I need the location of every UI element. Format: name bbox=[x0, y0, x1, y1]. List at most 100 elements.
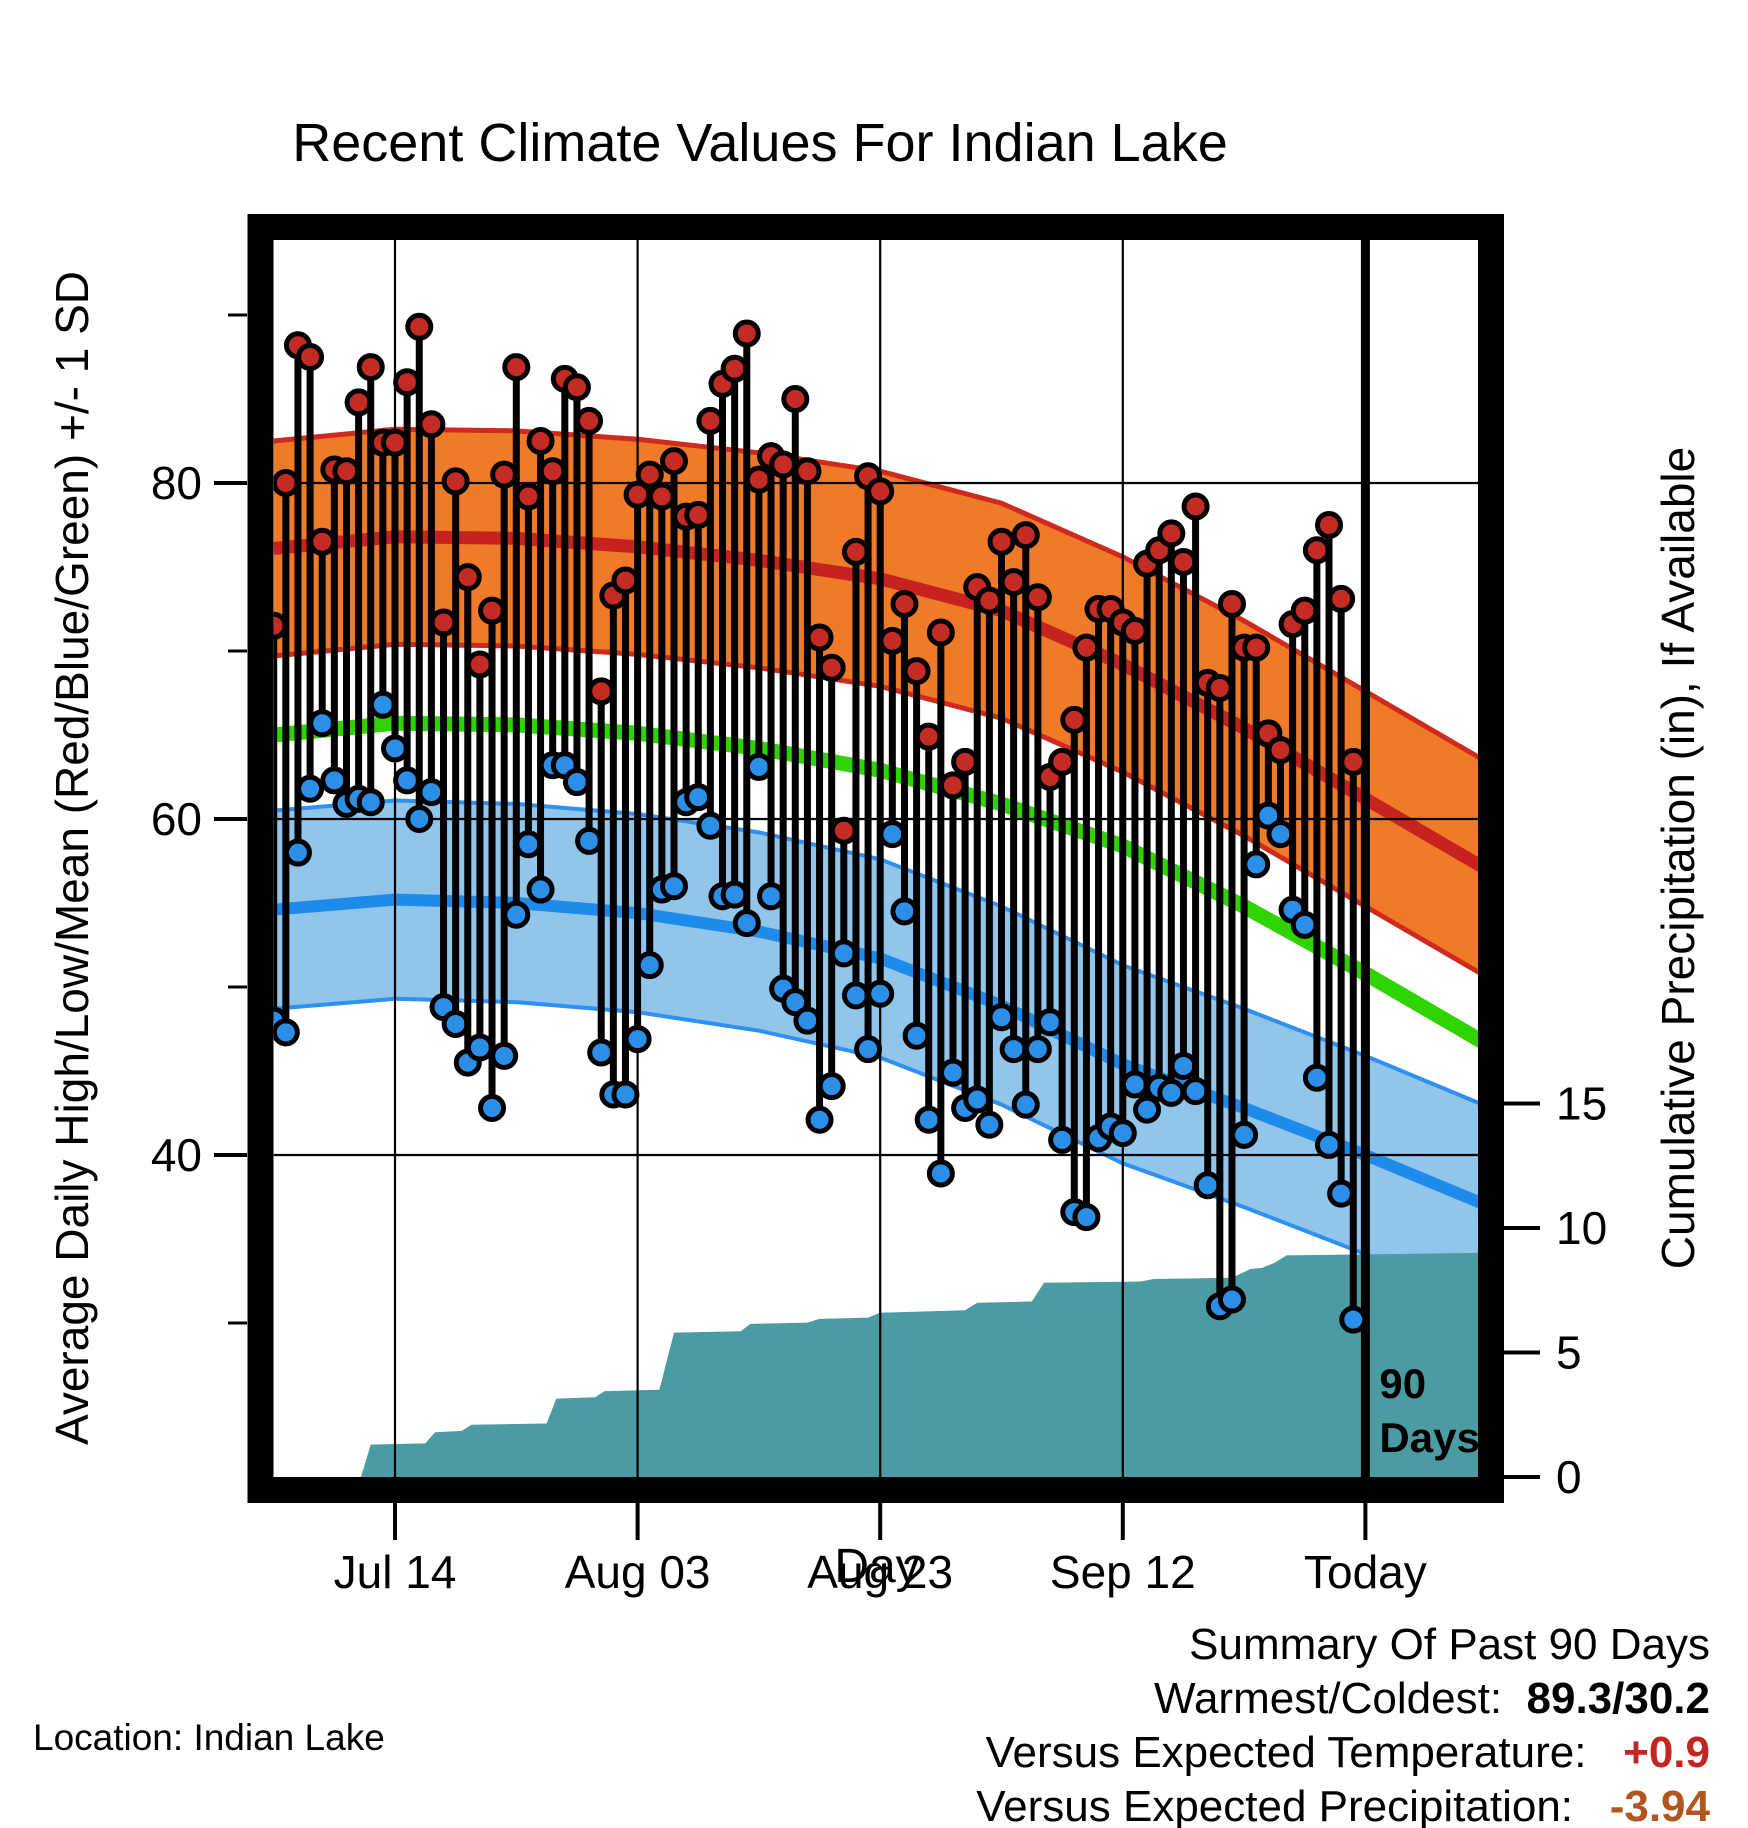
low-dot bbox=[914, 1105, 943, 1134]
daily-bar bbox=[273, 469, 300, 1047]
high-dot bbox=[575, 406, 604, 435]
high-dot bbox=[1217, 589, 1246, 618]
low-dot bbox=[866, 979, 895, 1008]
high-dot bbox=[332, 457, 361, 486]
y-left-tick-label: 60 bbox=[151, 793, 202, 845]
daily-bar bbox=[587, 677, 616, 1067]
daily-bar bbox=[696, 406, 725, 840]
low-dot bbox=[393, 766, 422, 795]
vs-temp-label: Versus Expected Temperature: bbox=[985, 1728, 1624, 1777]
low-dot bbox=[987, 1003, 1016, 1032]
low-dot bbox=[999, 1035, 1028, 1064]
low-dot bbox=[1193, 1171, 1222, 1200]
high-dot bbox=[732, 319, 761, 348]
high-dot bbox=[1327, 584, 1356, 613]
daily-bar bbox=[1242, 633, 1271, 879]
low-dot bbox=[975, 1110, 1004, 1139]
high-dot bbox=[720, 354, 749, 383]
low-dot bbox=[417, 778, 446, 807]
daily-bar bbox=[987, 527, 1016, 1032]
high-dot bbox=[344, 388, 373, 417]
daily-bar bbox=[938, 771, 967, 1087]
daily-bar bbox=[841, 537, 870, 1010]
low-dot bbox=[829, 939, 858, 968]
high-dot bbox=[781, 385, 810, 413]
x-tick-label: Sep 12 bbox=[1050, 1546, 1196, 1598]
low-dot bbox=[1011, 1090, 1040, 1119]
high-dot bbox=[647, 482, 676, 511]
low-dot bbox=[320, 766, 349, 795]
low-dot bbox=[1108, 1119, 1137, 1148]
y-right-tick-label: 5 bbox=[1556, 1327, 1582, 1379]
high-dot bbox=[405, 312, 434, 341]
vs-precip-value: -3.94 bbox=[1609, 1782, 1710, 1828]
daily-bar bbox=[1072, 633, 1101, 1232]
y-right-axis-title: Cumulative Precipitation (in), If Availa… bbox=[1652, 447, 1704, 1269]
low-dot bbox=[308, 709, 337, 738]
x-tick-label: Aug 23 bbox=[807, 1546, 953, 1598]
daily-bar bbox=[866, 477, 895, 1008]
low-dot bbox=[1181, 1077, 1210, 1106]
low-dot bbox=[890, 897, 919, 926]
warmest-coldest-value: 89.3/30.2 bbox=[1526, 1674, 1711, 1723]
low-dot bbox=[273, 1018, 300, 1047]
low-dot bbox=[478, 1093, 507, 1122]
high-dot bbox=[502, 353, 531, 382]
low-dot bbox=[1339, 1305, 1368, 1334]
low-dot bbox=[817, 1072, 846, 1101]
low-dot bbox=[526, 875, 555, 904]
low-dot bbox=[465, 1033, 494, 1062]
y-right-tick-label: 0 bbox=[1556, 1451, 1582, 1503]
low-dot bbox=[611, 1080, 640, 1109]
high-dot bbox=[902, 657, 931, 686]
high-dot bbox=[514, 482, 543, 511]
low-dot bbox=[490, 1041, 519, 1070]
low-dot bbox=[926, 1159, 955, 1188]
high-dot bbox=[441, 467, 470, 496]
high-dot bbox=[611, 566, 640, 595]
daily-bar bbox=[611, 566, 640, 1109]
daily-bar bbox=[1181, 492, 1210, 1106]
high-dot bbox=[793, 457, 822, 486]
y-left-tick-label: 40 bbox=[151, 1129, 202, 1181]
daily-bar bbox=[502, 353, 531, 929]
high-dot bbox=[478, 596, 507, 625]
high-dot bbox=[1339, 747, 1368, 776]
low-dot bbox=[1133, 1095, 1162, 1124]
daily-bar bbox=[805, 623, 834, 1134]
daily-bar bbox=[720, 354, 749, 909]
low-dot bbox=[1036, 1008, 1065, 1037]
high-dot bbox=[635, 460, 664, 489]
daily-bar bbox=[732, 319, 761, 938]
high-dot bbox=[393, 368, 422, 397]
x-tick-label: Aug 03 bbox=[565, 1546, 711, 1598]
vs-temp-row: Versus Expected Temperature: +0.9 bbox=[976, 1726, 1710, 1780]
high-dot bbox=[1011, 521, 1040, 550]
cumulative-precip-area bbox=[361, 1252, 1479, 1477]
high-dot bbox=[999, 568, 1028, 597]
high-dot bbox=[1315, 511, 1344, 539]
daily-bar bbox=[381, 428, 409, 763]
low-dot bbox=[1217, 1285, 1246, 1314]
high-dot bbox=[1060, 705, 1089, 734]
high-dot bbox=[1266, 736, 1295, 765]
high-dot bbox=[841, 537, 870, 566]
daily-bar bbox=[890, 589, 919, 926]
low-dot bbox=[1302, 1063, 1331, 1092]
daily-bar bbox=[1023, 583, 1052, 1064]
high-dot bbox=[1290, 596, 1319, 625]
high-dot bbox=[987, 527, 1016, 556]
low-dot bbox=[1242, 850, 1271, 879]
plot-layers bbox=[273, 240, 1479, 1477]
daily-bar bbox=[914, 722, 943, 1134]
low-dot bbox=[732, 909, 761, 938]
y-right-tick-label: 10 bbox=[1556, 1202, 1607, 1254]
high-dot bbox=[817, 653, 846, 682]
station-location: Location: Indian Lake bbox=[33, 1717, 385, 1758]
low-dot bbox=[963, 1085, 992, 1114]
high-dot bbox=[914, 722, 943, 751]
daily-bar bbox=[817, 653, 846, 1101]
vs-precip-row: Versus Expected Precipitation: -3.94 bbox=[976, 1780, 1710, 1828]
